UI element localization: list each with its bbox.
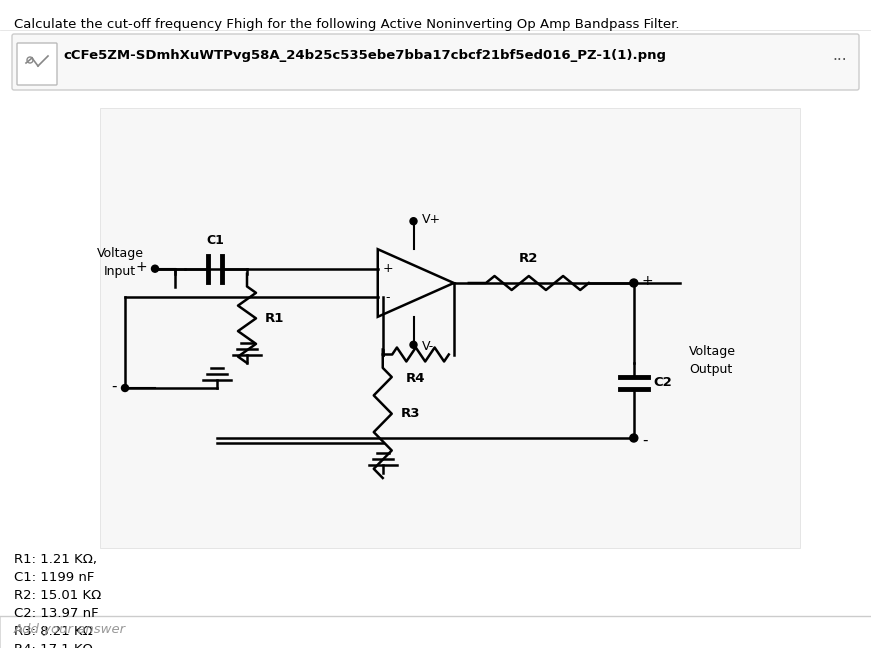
- FancyBboxPatch shape: [0, 616, 871, 648]
- Circle shape: [410, 341, 417, 349]
- Text: V+: V+: [422, 213, 441, 226]
- Circle shape: [630, 279, 638, 287]
- Text: -: -: [111, 378, 117, 393]
- Text: R1: 1.21 KΩ,: R1: 1.21 KΩ,: [14, 553, 97, 566]
- Text: -: -: [642, 432, 647, 448]
- Text: R4: R4: [406, 373, 426, 386]
- Circle shape: [152, 265, 159, 272]
- Text: cCFe5ZM-SDmhXuWTPvg58A_24b25c535ebe7bba17cbcf21bf5ed016_PZ-1(1).png: cCFe5ZM-SDmhXuWTPvg58A_24b25c535ebe7bba1…: [63, 49, 666, 62]
- Text: Calculate the cut-off frequency Fhigh for the following Active Noninverting Op A: Calculate the cut-off frequency Fhigh fo…: [14, 18, 679, 31]
- Text: R1: R1: [265, 312, 284, 325]
- Text: C2: C2: [654, 376, 672, 389]
- Text: ...: ...: [833, 49, 847, 64]
- Text: R2: R2: [519, 252, 538, 265]
- FancyBboxPatch shape: [17, 43, 57, 85]
- Text: C1: 1199 nF: C1: 1199 nF: [14, 571, 94, 584]
- Circle shape: [630, 434, 638, 442]
- Text: +: +: [135, 260, 147, 273]
- Text: C2: 13.97 nF: C2: 13.97 nF: [14, 607, 98, 620]
- Text: R4: 17.1 KΩ: R4: 17.1 KΩ: [14, 643, 92, 648]
- Text: Voltage
Output: Voltage Output: [689, 345, 736, 376]
- Text: Add your answer: Add your answer: [14, 623, 126, 636]
- FancyBboxPatch shape: [12, 34, 859, 90]
- Text: +: +: [382, 262, 393, 275]
- Text: V-: V-: [422, 340, 434, 353]
- FancyBboxPatch shape: [100, 108, 800, 548]
- Text: R2: 15.01 KΩ: R2: 15.01 KΩ: [14, 589, 101, 602]
- Circle shape: [121, 384, 129, 391]
- Text: C1: C1: [206, 234, 224, 247]
- Text: R3: R3: [401, 407, 420, 421]
- Text: Voltage
Input: Voltage Input: [97, 248, 144, 279]
- Text: R3: 8.21 KΩ: R3: 8.21 KΩ: [14, 625, 92, 638]
- Text: -: -: [385, 291, 389, 304]
- Text: +: +: [642, 274, 653, 288]
- Circle shape: [410, 218, 417, 225]
